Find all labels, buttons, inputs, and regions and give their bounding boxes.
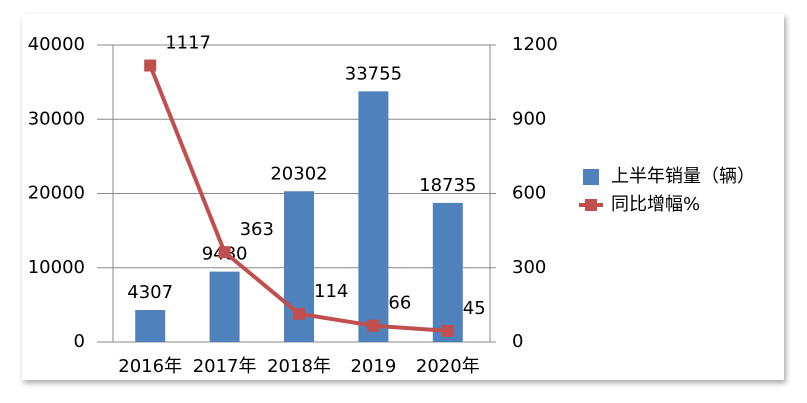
x-tick-label: 2016年 <box>118 356 182 377</box>
x-tick-label: 2019 <box>350 356 396 377</box>
bar <box>209 271 240 342</box>
x-tick-label: 2018年 <box>267 356 331 377</box>
y2-tick-label: 300 <box>512 257 546 278</box>
legend-swatch <box>583 169 599 185</box>
bar <box>358 91 389 342</box>
y-tick-label: 20000 <box>28 183 85 204</box>
y-tick-label: 30000 <box>28 108 85 129</box>
data-label: 45 <box>463 298 486 319</box>
y2-tick-label: 0 <box>512 331 523 352</box>
x-tick-label: 2017年 <box>193 356 257 377</box>
x-tick-label: 2020年 <box>416 356 480 377</box>
data-label: 20302 <box>270 163 327 184</box>
y2-tick-label: 1200 <box>512 34 558 55</box>
data-label: 33755 <box>345 63 402 84</box>
marker <box>144 59 157 72</box>
data-label: 66 <box>388 293 411 314</box>
y-tick-label: 10000 <box>28 257 85 278</box>
data-label: 363 <box>240 219 274 240</box>
y2-tick-label: 900 <box>512 108 546 129</box>
data-label: 1117 <box>165 33 211 54</box>
legend-label: 同比增幅% <box>611 194 700 215</box>
bar <box>432 202 463 342</box>
marker <box>441 324 454 337</box>
y-tick-label: 40000 <box>28 34 85 55</box>
data-label: 114 <box>314 281 348 302</box>
marker <box>218 246 231 259</box>
y-tick-label: 0 <box>74 331 85 352</box>
legend-label: 上半年销量（辆） <box>611 166 755 187</box>
bar <box>135 310 166 342</box>
legend-swatch <box>585 199 597 211</box>
marker <box>293 307 305 320</box>
data-label: 18735 <box>419 175 476 196</box>
y2-tick-label: 600 <box>512 183 546 204</box>
data-label: 4307 <box>127 282 173 303</box>
marker <box>367 319 380 332</box>
